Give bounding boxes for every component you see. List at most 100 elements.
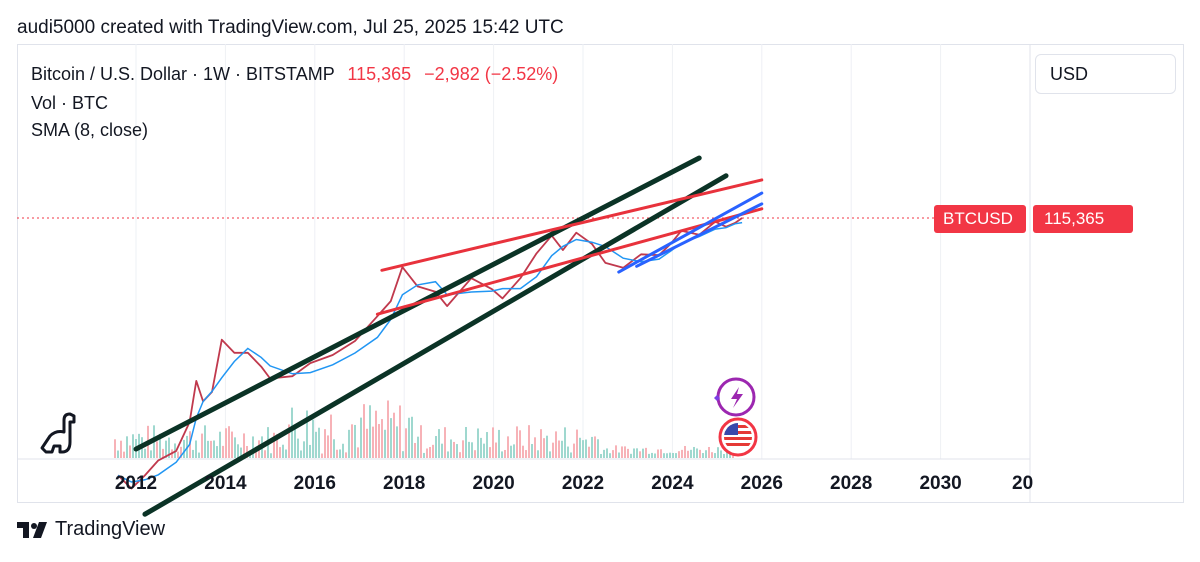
volume-bar <box>480 437 482 458</box>
volume-bar <box>714 453 716 458</box>
chart-frame[interactable] <box>17 44 1184 503</box>
volume-bar <box>504 449 506 458</box>
volume-bar <box>486 432 488 458</box>
volume-bar <box>384 429 386 458</box>
volume-bar <box>597 439 599 458</box>
volume-bar <box>300 450 302 458</box>
volume-bar <box>195 440 197 458</box>
volume-bar <box>678 451 680 458</box>
volume-bar <box>309 444 311 458</box>
volume-bar <box>378 424 380 458</box>
price-tag-symbol: BTCUSD <box>934 205 1026 233</box>
volume-bar <box>723 453 725 458</box>
volume-bar <box>435 436 437 458</box>
sma-line <box>117 221 743 483</box>
volume-bar <box>429 447 431 458</box>
x-tick-label: 2028 <box>830 473 872 494</box>
volume-bar <box>720 450 722 458</box>
volume-bar <box>549 451 551 458</box>
volume-bar <box>687 450 689 458</box>
volume-bar <box>666 453 668 458</box>
x-tick-label: 2026 <box>741 473 783 494</box>
volume-bar <box>420 425 422 458</box>
volume-bar <box>156 441 158 458</box>
us-flag-icon[interactable] <box>718 417 758 457</box>
volume-bar <box>696 448 698 458</box>
x-tick-label: 2018 <box>383 473 425 494</box>
volume-bar <box>588 446 590 458</box>
volume-bar <box>327 435 329 458</box>
volume-bar <box>660 449 662 458</box>
volume-bar <box>228 426 230 458</box>
legend-symbol-row[interactable]: Bitcoin / U.S. Dollar · 1W · BITSTAMP 11… <box>31 64 558 85</box>
volume-bar <box>276 434 278 458</box>
legend-volume[interactable]: Vol · BTC <box>31 93 109 113</box>
sparkle-lightning-icon[interactable] <box>714 377 756 417</box>
volume-bar <box>318 427 320 458</box>
volume-bar <box>582 440 584 458</box>
x-tick-label: 2016 <box>294 473 336 494</box>
volume-bar <box>432 444 434 458</box>
volume-bar <box>183 439 185 458</box>
volume-bar <box>564 427 566 458</box>
footer-brand[interactable]: TradingView <box>17 518 165 541</box>
volume-bar <box>243 433 245 458</box>
volume-bar <box>387 400 389 458</box>
volume-bar <box>291 407 293 458</box>
volume-bar <box>708 446 710 458</box>
volume-bar <box>411 416 413 458</box>
volume-bar <box>510 445 512 458</box>
x-tick-label: 2024 <box>651 473 694 494</box>
trendlines <box>133 155 764 517</box>
volume-bar <box>672 452 674 458</box>
volume-bar <box>342 443 344 458</box>
volume-bar <box>546 435 548 458</box>
volume-bar <box>528 425 530 458</box>
volume-bar <box>408 417 410 458</box>
volume-bar <box>534 437 536 458</box>
volume-bar <box>414 442 416 458</box>
trendline-red <box>380 178 764 272</box>
volume-bar <box>126 436 128 458</box>
volume-bar <box>624 446 626 458</box>
volume-bar <box>474 450 476 458</box>
volume-bar <box>630 453 632 458</box>
volume-bar <box>150 450 152 458</box>
volume-bar <box>360 417 362 458</box>
x-tick-label: 2014 <box>204 473 247 494</box>
volume-bar <box>717 447 719 458</box>
x-tick-label: 2030 <box>919 473 961 494</box>
volume-bar <box>222 445 224 458</box>
volume-bar <box>513 444 515 458</box>
volume-bar <box>453 441 455 458</box>
volume-bar <box>639 451 641 458</box>
volume-bar <box>570 452 572 458</box>
volume-bar <box>297 438 299 458</box>
volume-bar <box>303 441 305 458</box>
volume-bar <box>699 449 701 458</box>
volume-bar <box>180 446 182 458</box>
volume-bar <box>240 447 242 458</box>
volume-bar <box>144 448 146 458</box>
volume-bar <box>132 434 134 458</box>
chart-caption: audi5000 created with TradingView.com, J… <box>17 17 564 38</box>
trendline-blue <box>635 202 764 268</box>
volume-bar <box>129 445 131 458</box>
volume-bar <box>585 439 587 458</box>
currency-button[interactable]: USD <box>1035 54 1176 94</box>
volume-bar <box>651 452 653 458</box>
legend-sma[interactable]: SMA (8, close) <box>31 120 149 140</box>
volume-bar <box>468 441 470 458</box>
volume-bar <box>336 449 338 458</box>
volume-bar <box>354 424 356 458</box>
volume-bar <box>306 410 308 458</box>
volume-bar <box>516 426 518 458</box>
volume-bars <box>114 400 734 458</box>
volume-bar <box>591 436 593 458</box>
volume-bar <box>396 426 398 458</box>
trendline-black <box>142 173 729 517</box>
volume-bar <box>645 447 647 458</box>
volume-bar <box>618 452 620 458</box>
volume-bar <box>252 436 254 458</box>
